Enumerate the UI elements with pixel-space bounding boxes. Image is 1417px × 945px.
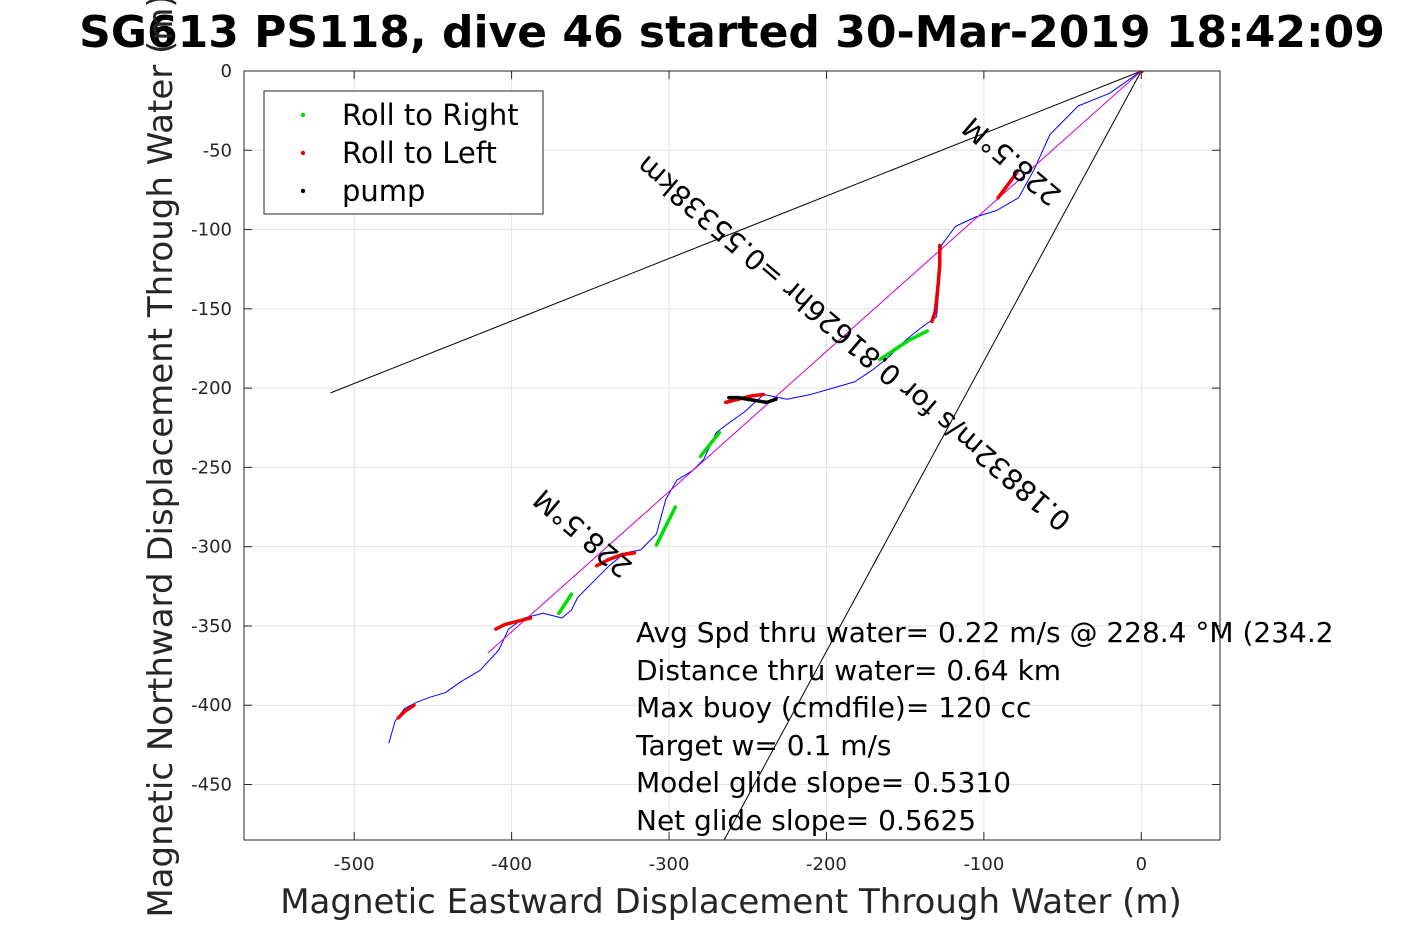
y-axis-label: Magnetic Northward Displacement Through …: [141, 0, 181, 918]
x-tick-label: 0: [1136, 854, 1147, 875]
y-tick-label: -250: [191, 457, 232, 478]
x-axis-label: Magnetic Eastward Displacement Through W…: [280, 882, 1182, 922]
legend-marker-pump: [300, 188, 306, 194]
legend-label-roll-left: Roll to Left: [342, 136, 497, 170]
x-tick-label: -400: [491, 854, 532, 875]
roll-left-marker: [996, 170, 1019, 200]
stat-net-glide: Net glide slope= 0.5625: [636, 804, 976, 837]
y-tick-label: -350: [191, 616, 232, 637]
y-tick-label: -150: [191, 299, 232, 320]
y-tick-label: -100: [191, 220, 232, 241]
roll-left-marker: [594, 551, 637, 568]
stat-model-glide: Model glide slope= 0.5310: [636, 766, 1011, 799]
bound-line-lower-line: [723, 71, 1142, 840]
marker-layer: [396, 71, 1144, 720]
roll-right-marker: [557, 592, 574, 616]
x-tick-label: -300: [649, 854, 690, 875]
y-ticks: 0 -50 -100 -150 -200 -250 -300 -350 -400 -450: [191, 61, 1220, 796]
legend-box: [263, 90, 544, 215]
stat-avg-speed: Avg Spd thru water= 0.22 m/s @ 228.4 °M …: [636, 616, 1334, 649]
bound-lines: [330, 71, 1142, 840]
x-tick-label: -200: [806, 854, 847, 875]
roll-right-marker: [654, 505, 678, 547]
y-tick-label: -300: [191, 537, 232, 558]
stat-target-w: Target w= 0.1 m/s: [635, 729, 892, 762]
legend-label-pump: pump: [342, 174, 425, 208]
y-tick-label: -400: [191, 695, 232, 716]
roll-left-marker: [396, 703, 416, 720]
y-tick-label: -450: [191, 775, 232, 796]
legend-label-roll-right: Roll to Right: [342, 98, 519, 132]
y-tick-label: 0: [221, 61, 232, 82]
y-tick-label: -50: [203, 140, 232, 161]
x-ticks: -500 -400 -300 -200 -100 0: [334, 71, 1147, 875]
legend: Roll to Right Roll to Left pump: [263, 90, 544, 215]
roll-left-marker: [930, 243, 942, 324]
roll-right-marker: [878, 329, 929, 362]
legend-marker-roll-left: [300, 150, 306, 156]
roll-right-marker: [698, 430, 722, 459]
chart-title: SG613 PS118, dive 46 started 30-Mar-2019…: [79, 7, 1385, 58]
stats-block: Avg Spd thru water= 0.22 m/s @ 228.4 °M …: [635, 616, 1334, 837]
plot-frame: [243, 70, 1221, 841]
legend-marker-roll-right: [300, 112, 306, 118]
stat-max-buoy: Max buoy (cmdfile)= 120 cc: [636, 691, 1031, 724]
bound-line-upper-line: [330, 71, 1142, 394]
x-tick-label: -500: [334, 854, 375, 875]
y-tick-label: -200: [191, 378, 232, 399]
mean-heading-line-line: [487, 71, 1142, 654]
pump-marker: [727, 395, 778, 405]
stat-distance: Distance thru water= 0.64 km: [636, 654, 1061, 687]
x-tick-label: -100: [963, 854, 1004, 875]
roll-left-marker: [494, 616, 533, 631]
